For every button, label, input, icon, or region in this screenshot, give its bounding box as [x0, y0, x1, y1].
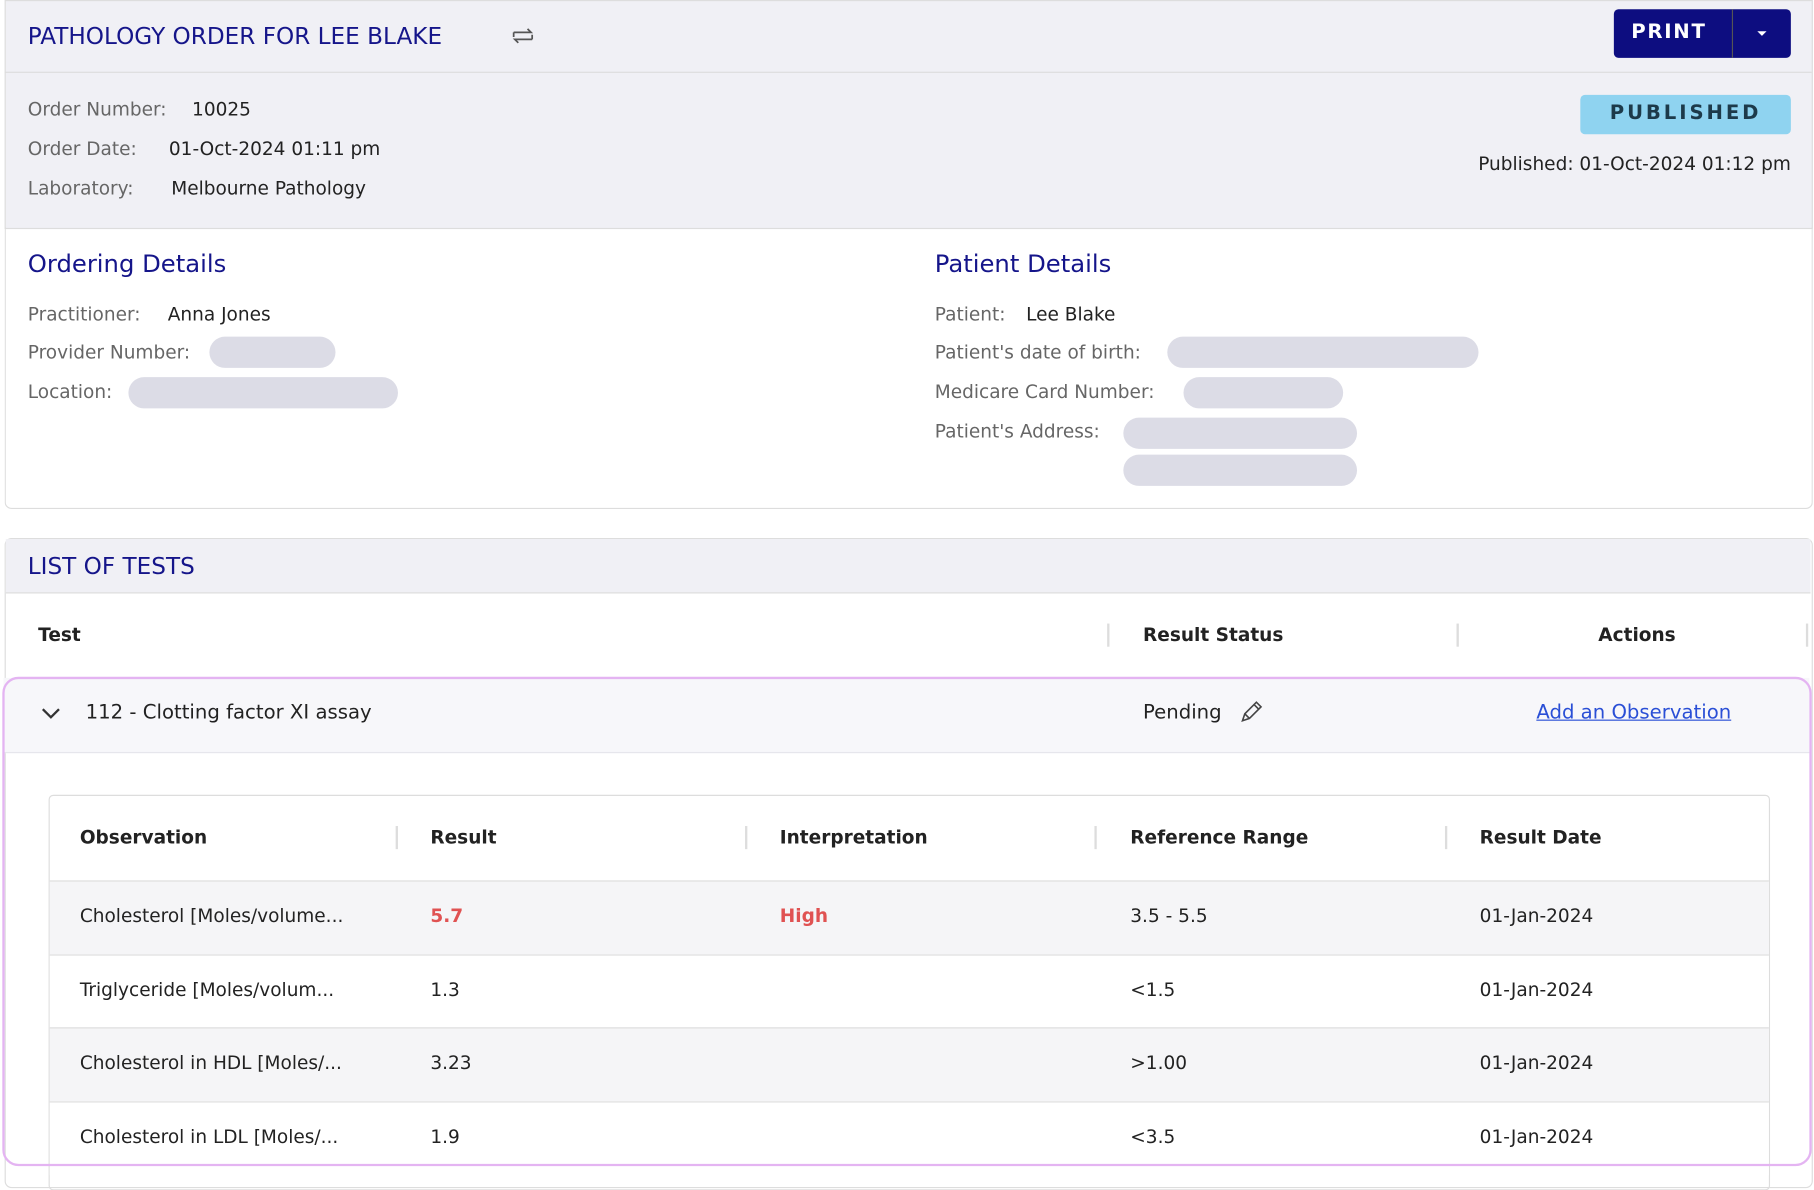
column-header: Interpretation [779, 826, 928, 849]
redacted [209, 336, 336, 368]
field-label: Provider Number: [27, 341, 191, 364]
observation-row [49, 1027, 1769, 1102]
observation-cell: 3.23 [430, 1052, 472, 1075]
test-row[interactable] [3, 677, 1810, 754]
ordering-title: Ordering Details [27, 249, 227, 278]
observation-cell: 5.7 [430, 904, 464, 927]
tests-title: LIST OF TESTS [27, 551, 195, 580]
test-status: Pending [1143, 701, 1222, 725]
collapse-chevron[interactable] [40, 705, 61, 721]
field-label: Order Number: [27, 98, 167, 121]
status-text: PUBLISHED [1609, 101, 1762, 125]
column-header: Reference Range [1130, 826, 1309, 849]
redacted [128, 377, 398, 409]
redacted [1183, 377, 1344, 409]
field-value: Melbourne Pathology [171, 177, 366, 199]
column-separator [1444, 826, 1448, 850]
test-name: 112 - Clotting factor XI assay [85, 701, 372, 725]
column-header: Result [430, 826, 497, 849]
observation-cell: High [779, 904, 829, 927]
button-divider [1731, 9, 1734, 58]
field-value: 01-Oct-2024 01:11 pm [168, 137, 381, 160]
observation-row [49, 954, 1769, 1029]
observation-cell: 1.9 [430, 1125, 460, 1148]
column-header: Test [38, 623, 81, 646]
column-separator [1094, 826, 1097, 850]
redacted [1167, 336, 1479, 368]
column-separator [745, 826, 748, 850]
field-value: Anna Jones [167, 303, 271, 326]
published-date: Published: 01-Oct-2024 01:12 pm [1478, 152, 1791, 175]
column-separator [1107, 623, 1110, 647]
field-label: Patient's date of birth: [934, 341, 1141, 364]
column-header: Actions [1598, 623, 1676, 646]
field-label: Medicare Card Number: [934, 380, 1155, 403]
redacted [1123, 417, 1358, 449]
column-separator [1805, 623, 1809, 647]
switch-icon[interactable] [510, 23, 535, 48]
field-label: Patient's Address: [934, 419, 1100, 442]
field-label: Patient: [934, 303, 1006, 326]
divider [4, 71, 1812, 73]
observation-cell: 01-Jan-2024 [1479, 904, 1594, 927]
observation-cell: 01-Jan-2024 [1479, 978, 1594, 1001]
observation-row [49, 880, 1769, 955]
observation-cell: >1.00 [1130, 1052, 1188, 1075]
observation-row [49, 1101, 1769, 1176]
patient-title: Patient Details [934, 249, 1112, 278]
redacted [1123, 454, 1358, 486]
order-panel [4, 0, 1813, 230]
selection-outline [2, 676, 1812, 1167]
observation-cell: 01-Jan-2024 [1479, 1125, 1594, 1148]
details-panel [4, 226, 1813, 510]
field-label: Laboratory: [27, 177, 134, 199]
tests-header [5, 539, 1811, 594]
observation-cell: <3.5 [1130, 1125, 1176, 1148]
field-value: 10025 [192, 98, 251, 121]
observation-cell: Cholesterol in LDL [Moles/... [79, 1125, 339, 1148]
print-label[interactable]: PRINT [1631, 20, 1707, 44]
column-header: Observation [79, 826, 208, 849]
page-title: PATHOLOGY ORDER FOR LEE BLAKE [27, 21, 443, 50]
column-separator [395, 826, 398, 850]
status-badge [1580, 94, 1791, 135]
column-separator [1456, 623, 1459, 647]
field-label: Location: [27, 380, 113, 403]
column-header: Result Status [1143, 623, 1284, 646]
observation-cell: 01-Jan-2024 [1479, 1052, 1594, 1075]
observation-cell: Triglyceride [Moles/volum... [79, 978, 335, 1001]
add-observation-link[interactable]: Add an Observation [1536, 701, 1732, 725]
observation-cell: Cholesterol [Moles/volume... [79, 904, 344, 927]
field-label: Order Date: [27, 137, 137, 160]
observation-cell: <1.5 [1130, 978, 1176, 1001]
observation-cell: 1.3 [430, 978, 460, 1001]
field-label: Practitioner: [27, 303, 141, 326]
edit-icon[interactable] [1238, 698, 1266, 726]
observation-cell: Cholesterol in HDL [Moles/... [79, 1052, 342, 1075]
observation-cell: 3.5 - 5.5 [1130, 904, 1208, 927]
dropdown-caret[interactable] [1753, 28, 1772, 40]
field-value: Lee Blake [1026, 303, 1116, 326]
column-header: Result Date [1479, 826, 1602, 849]
